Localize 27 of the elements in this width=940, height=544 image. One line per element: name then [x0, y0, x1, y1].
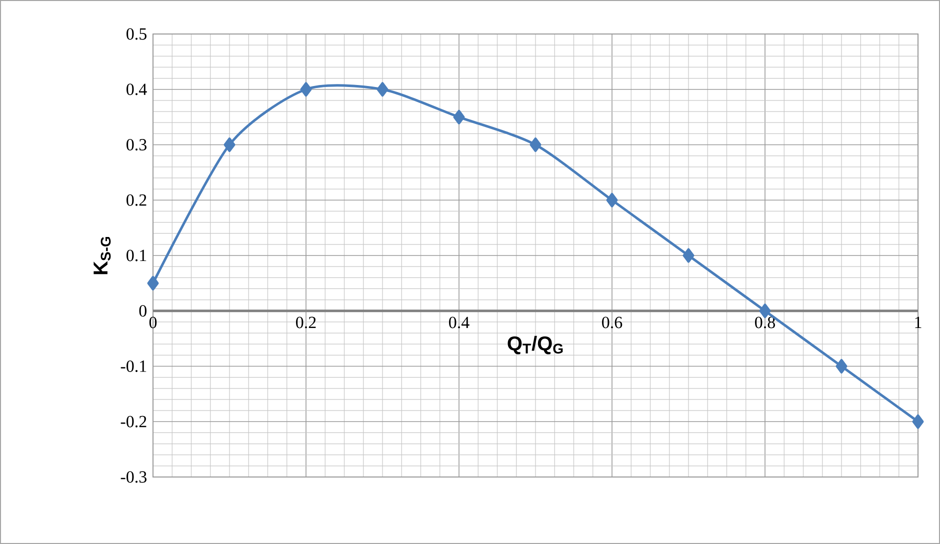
point: [300, 82, 312, 97]
y-tick-label: -0.3: [120, 471, 146, 483]
y-axis-title: K$_{S-G}$: [94, 236, 111, 274]
point: [224, 138, 236, 152]
x-tick-label: 0: [149, 316, 157, 328]
x-tick-label: 0.6: [602, 316, 622, 328]
y-tick-label: -0.2: [120, 416, 146, 428]
y-tick-label: 0.2: [126, 194, 146, 206]
y-tick-label: 0.1: [126, 250, 146, 262]
point: [147, 276, 159, 290]
x-tick-label: 0.8: [755, 316, 775, 328]
y-tick-label: 0.5: [126, 28, 146, 40]
point: [606, 192, 618, 208]
point: [530, 138, 542, 152]
x-tick-label: 0.4: [449, 316, 470, 328]
point: [453, 110, 465, 124]
y-tick-label: 0: [139, 305, 146, 317]
point: [682, 248, 694, 263]
y-tick-label: 0.4: [126, 84, 147, 96]
y-tick-label: -0.1: [120, 360, 146, 372]
point: [912, 414, 924, 429]
x-tick-label: 1: [915, 316, 922, 328]
point: [376, 82, 388, 97]
y-tick-label: 0.3: [126, 138, 146, 151]
point: [836, 359, 848, 374]
x-tick-label: 0.2: [296, 316, 316, 328]
x-axis-title: Q$_{T}$/Q$_{G}$: [508, 336, 563, 354]
